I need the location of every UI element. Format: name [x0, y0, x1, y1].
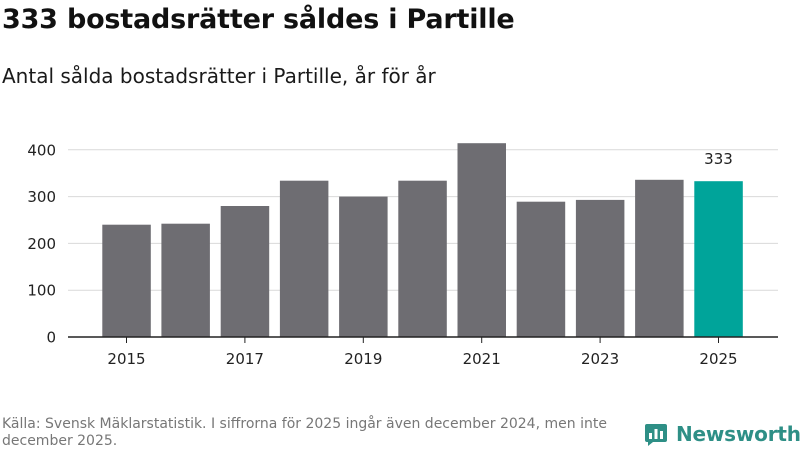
y-axis-ticks: 0 100 200 300 400	[27, 141, 56, 346]
data-label: 333	[704, 150, 733, 168]
y-tick-label: 400	[27, 141, 56, 159]
chart-title: 333 bostadsrätter såldes i Partille	[2, 4, 515, 35]
x-tick-label: 2017	[226, 350, 264, 368]
bar-2019	[339, 196, 388, 337]
y-tick-label: 200	[27, 235, 56, 253]
bar-2017	[220, 206, 270, 337]
newsworthy-bar-icon	[645, 424, 667, 446]
bars	[102, 143, 743, 337]
y-tick-label: 100	[27, 282, 56, 300]
x-tick-label: 2023	[581, 350, 619, 368]
bar-2021	[457, 143, 506, 337]
brand-name: Newsworthy	[676, 422, 800, 446]
data-labels: 333	[704, 150, 733, 168]
bar-2023	[575, 199, 625, 337]
y-tick-label: 300	[27, 188, 56, 206]
bar-2016	[161, 223, 210, 337]
newsworthy-logo[interactable]: Newsworthy	[644, 420, 800, 448]
x-axis-ticks: 2015 2017 2019 2021 2023 2025	[107, 337, 738, 368]
source-note: Källa: Svensk Mäklarstatistik. I siffror…	[2, 416, 607, 449]
bar-2025	[694, 181, 743, 337]
bar-2024	[635, 179, 684, 337]
bar-2015	[102, 224, 151, 337]
x-tick-label: 2019	[344, 350, 382, 368]
bar-2018	[279, 180, 329, 337]
bar-2020	[398, 180, 447, 337]
y-tick-label: 0	[46, 329, 56, 347]
chart-subtitle: Antal sålda bostadsrätter i Partille, år…	[2, 64, 436, 88]
x-tick-label: 2025	[699, 350, 737, 368]
x-tick-label: 2015	[107, 350, 145, 368]
bar-2022	[516, 201, 566, 337]
x-tick-label: 2021	[463, 350, 501, 368]
